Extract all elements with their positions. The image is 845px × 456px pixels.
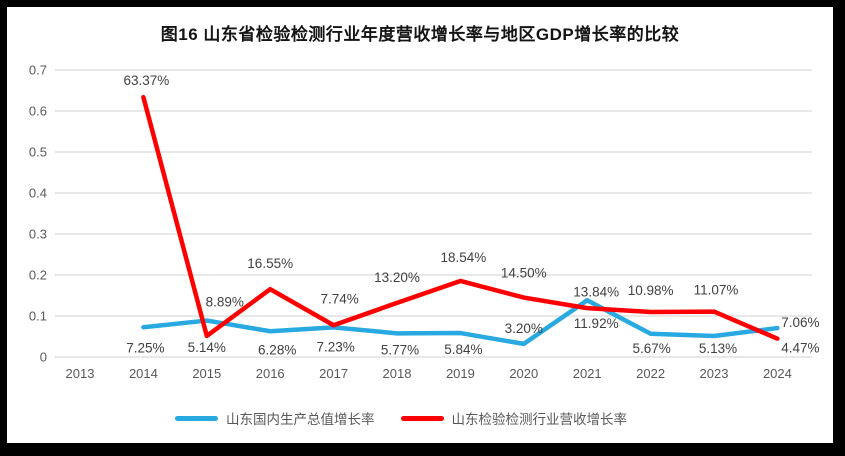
x-tick-label: 2015 [192,366,221,381]
x-tick-label: 2016 [256,366,285,381]
data-label: 16.55% [247,256,293,271]
y-tick-label: 0.7 [29,63,47,78]
line-chart-plot: 0 0.1 0.2 0.3 0.4 0.5 0.6 0.7 2013 2014 2015 2016 20… [29,63,820,382]
legend-line-swatch-red [400,415,444,421]
y-tick-label: 0.4 [29,186,47,201]
data-label: 7.23% [316,339,354,354]
data-label: 4.47% [781,341,819,356]
x-tick-label: 2019 [446,366,475,381]
legend-label-industry-revenue-growth: 山东检验检测行业营收增长率 [451,412,628,427]
legend-item-gdp-growth: 山东国内生产总值增长率 [175,408,375,428]
data-label: 6.28% [258,342,296,357]
x-tick-label: 2014 [129,366,158,381]
x-tick-label: 2018 [383,366,412,381]
data-label: 7.25% [126,340,164,355]
data-label: 7.74% [320,291,358,306]
x-tick-label: 2024 [763,366,792,381]
x-tick-label: 2022 [636,366,665,381]
y-tick-label: 0 [40,350,47,365]
data-label: 63.37% [124,73,170,88]
data-label: 18.54% [441,250,487,265]
data-label: 5.77% [381,342,419,357]
x-tick-label: 2023 [700,366,729,381]
data-label: 14.50% [501,266,547,281]
legend-line-swatch-blue [175,415,218,421]
data-label: 11.92% [574,316,619,331]
x-tick-label: 2020 [509,366,538,381]
chart-figure: 图16 山东省检验检测行业年度营收增长率与地区GDP增长率的比较 0 0.1 0.2… [7,7,833,443]
data-label: 3.20% [505,321,543,336]
data-label: 5.67% [632,341,670,356]
x-tick-label: 2021 [573,366,602,381]
data-label: 5.84% [444,342,482,357]
y-tick-label: 0.6 [29,104,47,119]
series-line-0 [141,298,780,347]
y-tick-label: 0.2 [29,268,47,283]
legend-label-gdp-growth: 山东国内生产总值增长率 [226,412,375,427]
chart-title: 图16 山东省检验检测行业年度营收增长率与地区GDP增长率的比较 [160,25,680,44]
data-label: 10.98% [628,283,674,298]
x-tick-label: 2017 [319,366,348,381]
y-tick-label: 0.3 [29,227,47,242]
data-label: 5.13% [699,341,737,356]
data-label: 8.89% [206,295,244,310]
x-tick-label: 2013 [66,366,95,381]
y-tick-label: 0.5 [29,145,47,160]
data-label: 11.07% [694,283,739,298]
y-tick-label: 0.1 [29,309,47,324]
legend-item-industry-revenue-growth: 山东检验检测行业营收增长率 [400,408,628,428]
series-line-1 [141,94,780,341]
data-label: 13.84% [573,284,619,299]
data-label: 13.20% [374,270,420,285]
data-label: 5.14% [188,340,226,355]
chart-legend: 山东国内生产总值增长率 山东检验检测行业营收增长率 [175,408,627,428]
data-label: 7.06% [781,315,819,330]
